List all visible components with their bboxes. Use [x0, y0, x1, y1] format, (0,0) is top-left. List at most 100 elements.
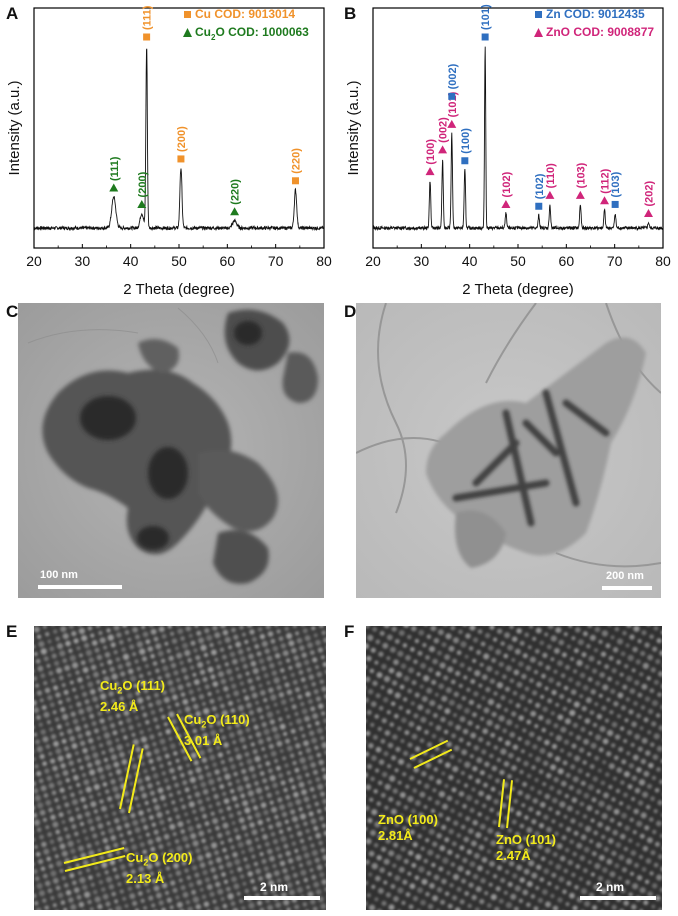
lattice-dot	[479, 662, 484, 667]
lattice-dot	[429, 882, 435, 889]
lattice-dot	[320, 655, 325, 660]
lattice-dot	[98, 743, 104, 748]
lattice-dot	[97, 711, 103, 717]
lattice-dot	[301, 789, 307, 796]
lattice-dot	[114, 899, 119, 904]
lattice-dot	[498, 898, 504, 904]
lattice-dot	[547, 881, 552, 886]
lattice-dot	[505, 665, 512, 672]
lattice-dot	[555, 734, 563, 742]
lattice-dot	[158, 707, 164, 712]
lattice-dot	[163, 859, 168, 864]
lattice-dot	[652, 754, 659, 760]
lattice-dot	[425, 762, 432, 769]
lattice-dot	[87, 681, 94, 688]
lattice-dot	[264, 785, 270, 791]
lattice-dot	[538, 769, 544, 775]
lattice-dot	[71, 824, 77, 830]
lattice-dot	[510, 893, 517, 900]
lattice-dot	[163, 833, 170, 840]
lattice-dot	[264, 648, 270, 654]
lattice-dot	[386, 710, 391, 715]
lattice-dot	[640, 812, 647, 819]
lattice-dot	[175, 870, 182, 876]
lattice-dot	[98, 686, 104, 692]
lattice-dot	[604, 900, 610, 906]
lattice-dot	[478, 844, 485, 851]
lattice-dot	[436, 887, 443, 893]
lattice-dot	[100, 887, 106, 892]
x-tick-label-a-40: 40	[123, 253, 139, 269]
lattice-dot	[157, 787, 164, 794]
lattice-dot	[399, 813, 404, 818]
lattice-dot	[390, 884, 396, 889]
lattice-dot	[176, 652, 183, 659]
lattice-dot	[163, 722, 168, 727]
lattice-dot	[254, 755, 261, 762]
lattice-dot	[304, 715, 310, 722]
lattice-dot	[420, 716, 427, 723]
lattice-dot	[117, 882, 122, 887]
lattice-dot	[140, 736, 147, 743]
lattice-dot	[613, 701, 619, 707]
lattice-dot	[241, 824, 247, 831]
lattice-dot	[49, 839, 55, 845]
lattice-dot	[493, 691, 498, 696]
lattice-dot	[139, 842, 145, 848]
lattice-dot	[60, 900, 66, 905]
lattice-dot	[308, 811, 314, 817]
lattice-dot	[580, 834, 587, 841]
lattice-dot	[147, 671, 152, 676]
lattice-dot	[210, 674, 216, 680]
lattice-dot	[58, 812, 64, 818]
lattice-dot	[53, 629, 58, 634]
lattice-dot	[464, 707, 470, 714]
lattice-dot	[370, 701, 377, 707]
lattice-dot	[374, 875, 381, 882]
lattice-dot	[644, 879, 650, 884]
lattice-dot	[197, 718, 204, 724]
lattice-dot	[74, 751, 80, 756]
lattice-dot	[95, 815, 101, 822]
lattice-dot	[597, 660, 602, 665]
lattice-dot	[276, 629, 281, 634]
lattice-dot	[566, 698, 572, 703]
lattice-dot	[407, 871, 412, 876]
lattice-dot	[249, 685, 256, 691]
lattice-dot	[579, 855, 586, 861]
lattice-dot	[403, 805, 409, 810]
lattice-dot	[242, 744, 247, 750]
lattice-dot	[132, 819, 139, 826]
lattice-dot	[118, 720, 123, 726]
lattice-dot	[96, 654, 103, 661]
hrtem-image-f-graphic	[366, 626, 662, 910]
lattice-dot	[620, 705, 627, 711]
lattice-dot	[561, 835, 567, 841]
lattice-dot	[254, 644, 260, 649]
lattice-dot	[199, 887, 204, 892]
lattice-dot	[181, 860, 187, 866]
lattice-dot	[303, 877, 309, 883]
lattice-dot	[512, 873, 518, 879]
lattice-dot	[640, 758, 647, 765]
lattice-dot	[557, 768, 564, 775]
lattice-dot	[568, 626, 573, 628]
lattice-dot	[564, 793, 569, 799]
lattice-dot	[239, 626, 244, 630]
lattice-dot	[540, 856, 546, 862]
lattice-dot	[119, 833, 124, 838]
lattice-dot	[185, 626, 192, 632]
lattice-dot	[247, 790, 254, 797]
lattice-dot	[51, 790, 57, 796]
lattice-dot	[441, 878, 447, 885]
lattice-dot	[549, 732, 554, 737]
lattice-dot	[638, 854, 644, 860]
lattice-dot	[135, 690, 141, 696]
lattice-dot	[397, 909, 401, 910]
lattice-dot	[644, 642, 650, 648]
lattice-dot	[407, 795, 414, 803]
lattice-dot	[237, 648, 244, 655]
lattice-dot	[123, 847, 129, 853]
xrd-chart-b: 20 30 40 50 60 70 80 2 Theta (degree) Intensity …	[339, 0, 678, 300]
lattice-dot	[214, 632, 221, 639]
